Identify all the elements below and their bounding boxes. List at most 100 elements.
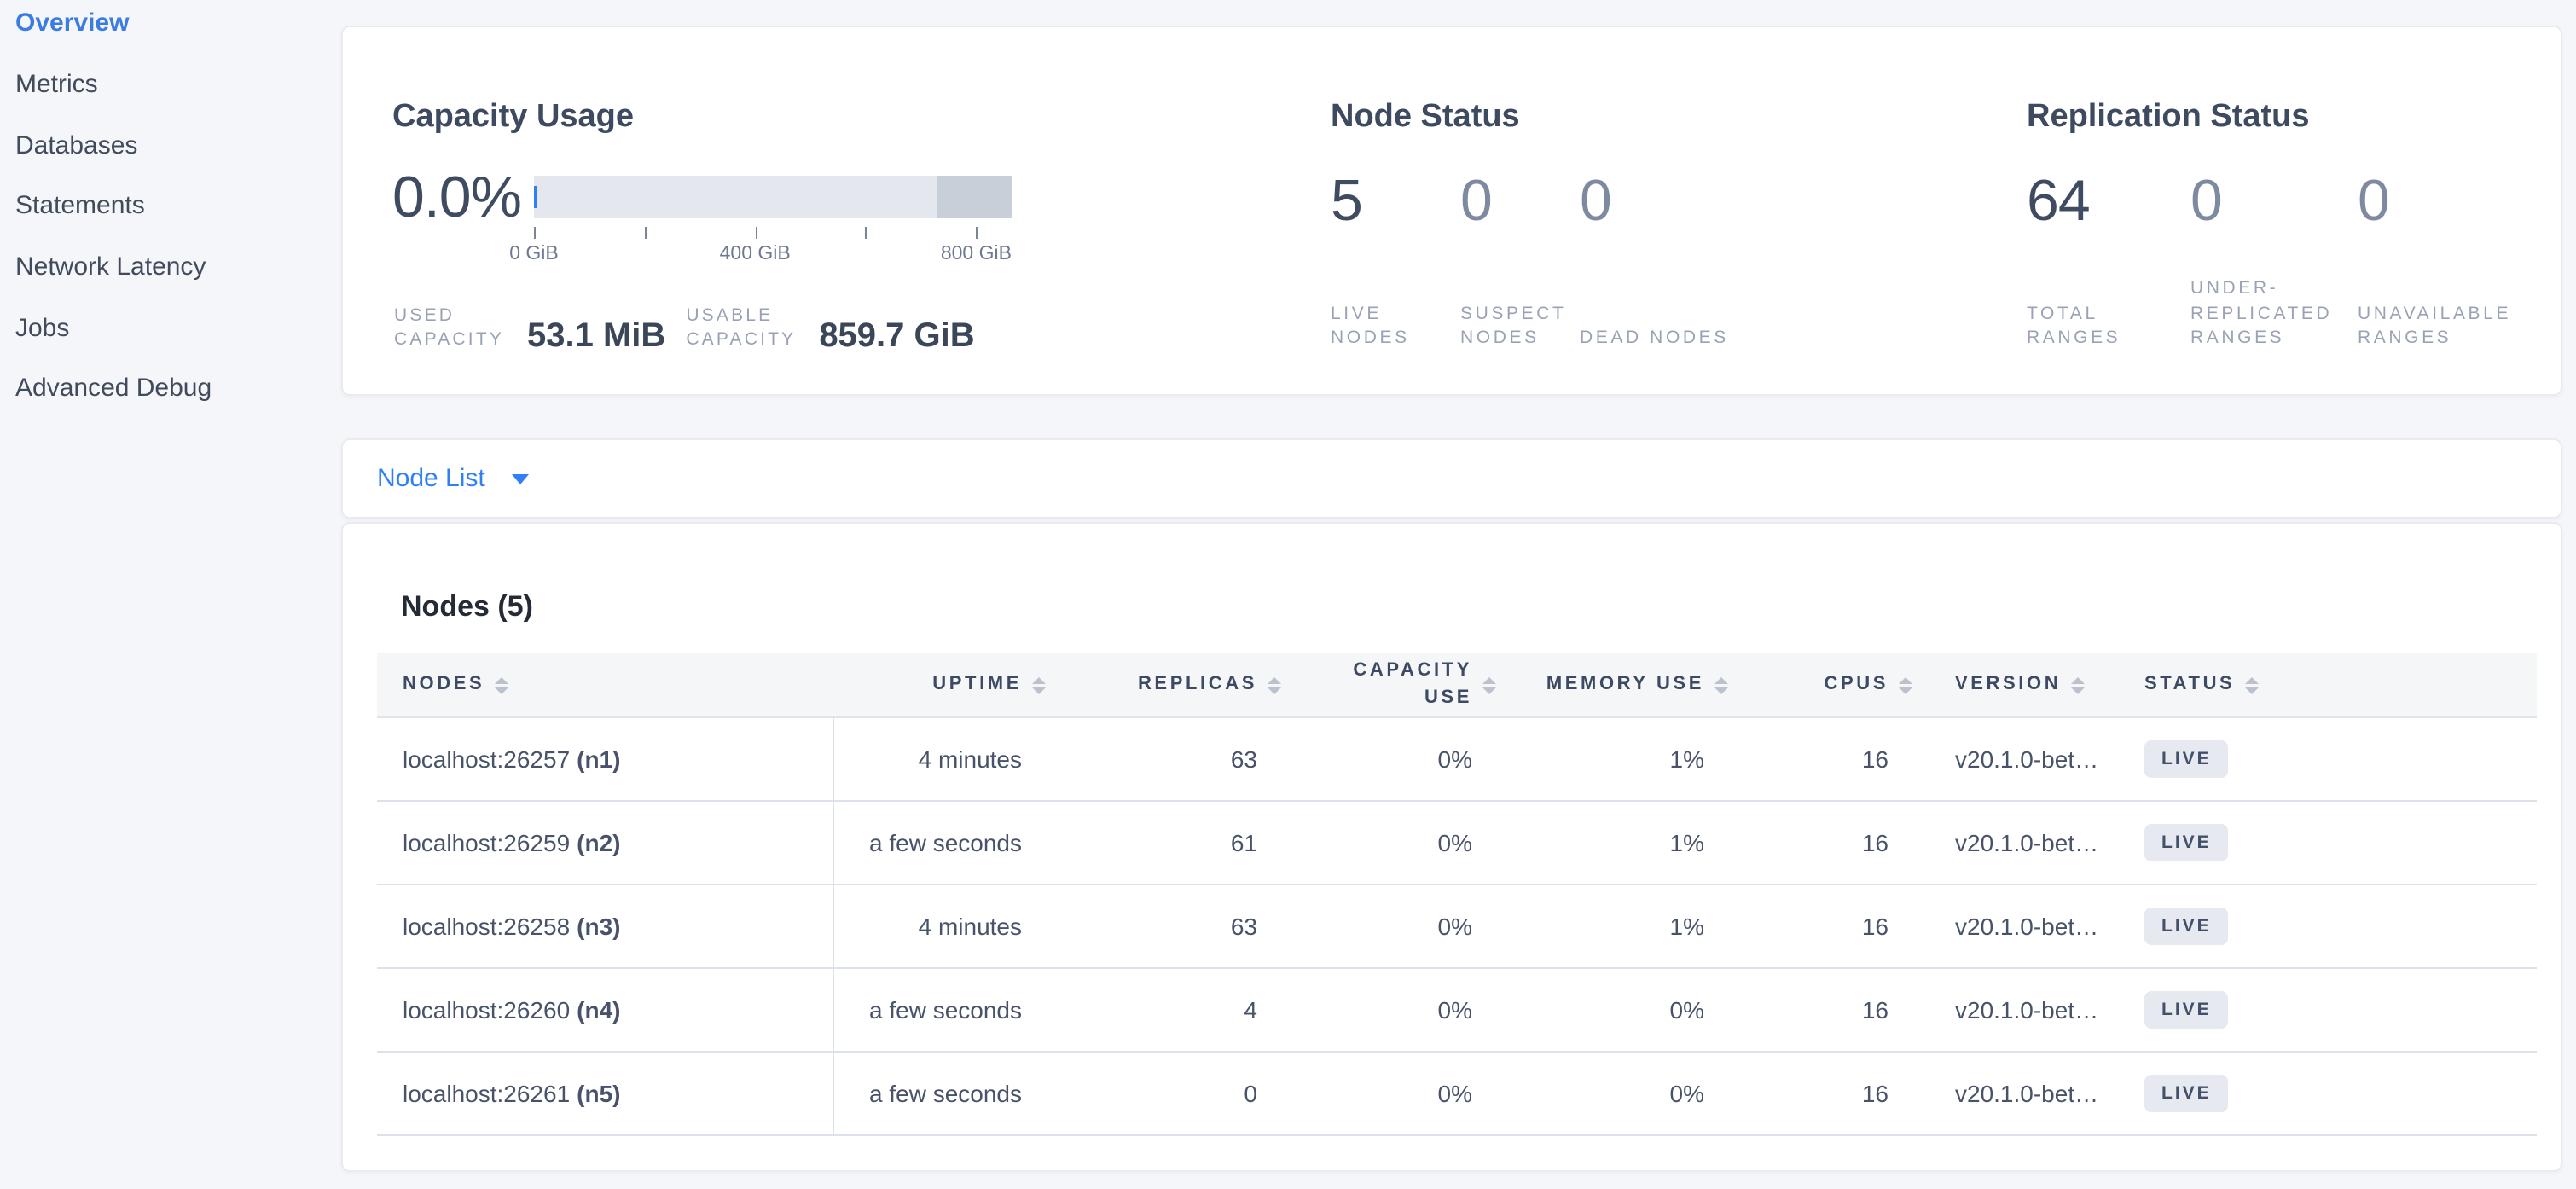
sort-icon	[1714, 676, 1728, 693]
column-header-cpus[interactable]: CPUS	[1728, 653, 1912, 718]
column-label: CPUS	[1824, 673, 1888, 694]
node-address-cell[interactable]: localhost:26260 (n4)	[377, 968, 833, 1053]
node-list-selector-card: Node List	[341, 438, 2562, 519]
node-list-label: Node List	[377, 464, 485, 493]
table-header-row: NODES UPTIME REPLICAS CAPACITY USE	[377, 653, 2537, 718]
capacity-gauge-bar	[534, 176, 1012, 218]
used-capacity-value: 53.1 MiB	[527, 317, 666, 356]
sidebar-item-advanced-debug[interactable]: Advanced Debug	[15, 374, 212, 403]
sort-icon	[1268, 676, 1281, 693]
column-header-replicas[interactable]: REPLICAS	[1046, 653, 1281, 718]
live-nodes-stat: 5 LIVE NODES	[1331, 169, 1460, 350]
gauge-tick-label: 800 GiB	[940, 244, 1012, 264]
capacity-used-percent: 0.0%	[392, 165, 522, 230]
replicas-cell: 63	[1046, 884, 1281, 969]
sort-icon	[1032, 676, 1046, 693]
cpus-cell: 16	[1728, 1052, 1912, 1136]
column-label: STATUS	[2144, 673, 2236, 694]
gauge-tick-label: 0 GiB	[509, 244, 559, 264]
table-row: localhost:26261 (n5) a few seconds 0 0% 0…	[377, 1052, 2537, 1136]
node-address-cell[interactable]: localhost:26259 (n2)	[377, 801, 833, 885]
node-address-cell[interactable]: localhost:26261 (n5)	[377, 1052, 833, 1136]
replicas-cell: 63	[1046, 717, 1281, 802]
unavailable-ranges-label: UNAVAILABLE RANGES	[2358, 303, 2512, 348]
uptime-cell: 4 minutes	[833, 884, 1046, 969]
cpus-cell: 16	[1728, 801, 1912, 885]
column-header-version[interactable]: VERSION	[1912, 653, 2144, 718]
suspect-nodes-value: 0	[1460, 169, 1493, 234]
total-ranges-label: TOTAL RANGES	[2027, 303, 2121, 348]
capacity-stats: USED CAPACITY 53.1 MiB USABLE CAPACITY 8…	[394, 304, 975, 354]
status-badge: LIVE	[2144, 991, 2229, 1029]
used-capacity-label: USED CAPACITY	[394, 305, 505, 351]
node-address: localhost:26261	[403, 1080, 571, 1107]
node-id: (n5)	[577, 1080, 621, 1107]
capacity-gauge-other-segment	[937, 176, 1012, 218]
sidebar-item-metrics[interactable]: Metrics	[15, 70, 98, 100]
sidebar-item-network-latency[interactable]: Network Latency	[15, 252, 206, 282]
status-cell: LIVE	[2144, 968, 2537, 1053]
node-status-stats: 5 LIVE NODES 0 SUSPECT NODES 0 DEAD NODE…	[1331, 169, 1733, 350]
chevron-down-icon	[512, 473, 530, 484]
memory-use-cell: 0%	[1496, 1052, 1728, 1136]
table-row: localhost:26257 (n1) 4 minutes 63 0% 1% 1…	[377, 717, 2537, 802]
gauge-tick	[865, 227, 867, 239]
column-header-uptime[interactable]: UPTIME	[833, 653, 1046, 718]
sort-icon	[1482, 676, 1496, 693]
replicas-cell: 0	[1046, 1052, 1281, 1136]
gauge-tick	[755, 227, 757, 239]
suspect-nodes-label: SUSPECT NODES	[1460, 303, 1567, 348]
column-label: VERSION	[1955, 673, 2062, 694]
sidebar-item-jobs[interactable]: Jobs	[15, 313, 70, 343]
node-address: localhost:26259	[403, 829, 571, 856]
version-cell: v20.1.0-bet…	[1912, 1052, 2144, 1136]
column-label: UPTIME	[932, 673, 1022, 694]
version-cell: v20.1.0-bet…	[1912, 884, 2144, 969]
column-header-nodes[interactable]: NODES	[377, 653, 833, 718]
live-nodes-value: 5	[1331, 169, 1363, 234]
sidebar-item-statements[interactable]: Statements	[15, 191, 145, 221]
uptime-cell: 4 minutes	[833, 717, 1046, 802]
memory-use-cell: 1%	[1496, 717, 1728, 802]
node-id: (n1)	[577, 745, 621, 773]
replication-status-stats: 64 TOTAL RANGES 0 UNDER-REPLICATED RANGE…	[2027, 169, 2535, 350]
column-header-status[interactable]: STATUS	[2144, 653, 2537, 718]
gauge-tick	[644, 227, 647, 239]
node-address-cell[interactable]: localhost:26258 (n3)	[377, 884, 833, 969]
node-address: localhost:26257	[403, 745, 571, 773]
total-ranges-value: 64	[2027, 169, 2091, 234]
memory-use-cell: 0%	[1496, 968, 1728, 1053]
cpus-cell: 16	[1728, 968, 1912, 1053]
capacity-gauge: 0 GiB 400 GiB 800 GiB	[509, 176, 1012, 278]
replicas-cell: 4	[1046, 968, 1281, 1053]
cluster-summary-card: Capacity Usage 0.0% 0 GiB 400 GiB 800 Gi…	[341, 26, 2562, 396]
sidebar-item-databases[interactable]: Databases	[15, 130, 138, 160]
node-status-title: Node Status	[1331, 98, 1520, 135]
sort-icon	[2071, 676, 2086, 693]
capacity-use-cell: 0%	[1281, 968, 1496, 1053]
status-cell: LIVE	[2144, 884, 2537, 969]
nodes-table: NODES UPTIME REPLICAS CAPACITY USE	[377, 653, 2537, 1136]
column-label: MEMORY USE	[1546, 673, 1704, 694]
uptime-cell: a few seconds	[833, 968, 1046, 1053]
column-header-memory-use[interactable]: MEMORY USE	[1496, 653, 1728, 718]
dead-nodes-value: 0	[1580, 169, 1612, 234]
total-ranges-stat: 64 TOTAL RANGES	[2027, 169, 2190, 350]
capacity-usage-title: Capacity Usage	[392, 98, 635, 135]
gauge-tick-label: 400 GiB	[719, 244, 791, 264]
live-nodes-label: LIVE NODES	[1331, 303, 1410, 348]
node-id: (n3)	[577, 913, 621, 940]
status-badge: LIVE	[2144, 740, 2229, 778]
under-replicated-label: UNDER-REPLICATED RANGES	[2190, 278, 2333, 348]
uptime-cell: a few seconds	[833, 801, 1046, 885]
under-replicated-value: 0	[2190, 169, 2223, 234]
replication-status-title: Replication Status	[2027, 98, 2310, 135]
node-address-cell[interactable]: localhost:26257 (n1)	[377, 717, 833, 802]
unavailable-ranges-value: 0	[2358, 169, 2390, 234]
sidebar-item-overview[interactable]: Overview	[15, 9, 130, 38]
table-row: localhost:26258 (n3) 4 minutes 63 0% 1% 1…	[377, 884, 2537, 969]
node-list-dropdown[interactable]: Node List	[343, 440, 2561, 517]
node-address: localhost:26260	[403, 996, 571, 1024]
column-header-capacity-use[interactable]: CAPACITY USE	[1281, 653, 1496, 718]
